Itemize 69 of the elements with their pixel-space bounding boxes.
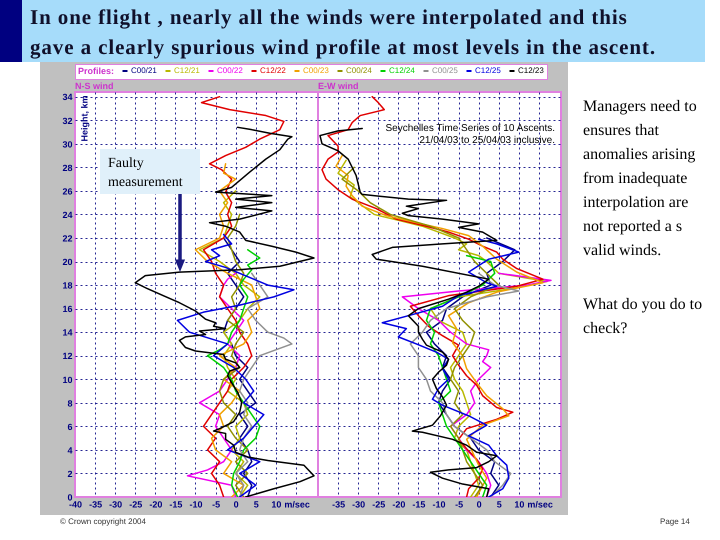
line-series <box>176 234 295 497</box>
y-tick-label: 12 <box>62 351 72 362</box>
x-tick-label: 0 <box>234 500 239 510</box>
x-tick-label: 0 <box>476 500 482 510</box>
x-tick-label: 5 <box>254 500 259 510</box>
legend-label: C12/25 <box>475 66 502 75</box>
line-series <box>200 96 285 497</box>
line-series <box>218 214 248 497</box>
y-tick-label: 14 <box>62 328 72 338</box>
legend-label: C00/25 <box>432 66 458 75</box>
legend-label: C12/24 <box>389 66 416 75</box>
x-tick-label: -15 <box>169 500 182 510</box>
x-tick-label: -5 <box>212 500 220 510</box>
y-tick-label: 4 <box>67 445 72 456</box>
y-tick-label: 20 <box>62 257 72 268</box>
y-tick-label: 10 <box>62 374 72 385</box>
y-tick-label: 6 <box>67 422 72 432</box>
x-tick-label: 10 <box>271 500 282 510</box>
annotation: Faulty measurement <box>108 156 183 190</box>
y-tick-label: 0 <box>67 492 72 502</box>
line-series <box>186 272 244 497</box>
legend-label: C12/21 <box>174 66 200 75</box>
y-tick-label: 16 <box>62 304 72 314</box>
legend-label: C00/22 <box>217 66 244 75</box>
y-tick-label: 24 <box>62 210 72 220</box>
x-axis-title: m/sec <box>527 500 553 510</box>
y-tick-label: 22 <box>62 233 72 244</box>
x-tick-label: -40 <box>68 500 82 510</box>
x-tick-label: -20 <box>392 500 406 510</box>
text: © Crown copyright 2004 <box>60 517 146 526</box>
y-tick-label: 8 <box>67 398 72 408</box>
x-tick-label: -25 <box>372 500 386 510</box>
annotation: 21/04/03 to 25/04/03 inclusive. <box>419 135 555 146</box>
x-tick-label: -5 <box>455 500 464 510</box>
x-tick-label: -35 <box>89 500 102 510</box>
y-tick-label: 34 <box>62 92 72 102</box>
legend-label: C12/23 <box>518 66 544 75</box>
x-axis-title: m/sec <box>284 500 310 510</box>
legend-label: C00/23 <box>303 66 330 75</box>
x-tick-label: -35 <box>332 500 346 510</box>
y-tick-label: 26 <box>62 186 72 196</box>
annotation: Seychelles Time Series of 10 Ascents. <box>385 123 555 134</box>
x-tick-label: -20 <box>149 500 162 510</box>
x-tick-label: -25 <box>129 500 142 510</box>
y-tick-label: 2 <box>67 468 72 479</box>
y-tick-label: 28 <box>62 162 72 173</box>
y-axis-title: Height, km <box>80 96 90 142</box>
legend-title: Profiles: <box>78 66 114 76</box>
y-tick-label: 18 <box>62 280 72 291</box>
x-tick-label: -30 <box>109 500 122 510</box>
text: In one flight , nearly all the winds were interpolated and this gave a clearly spurious wind profile at most levels in the ascent. <box>0 0 705 62</box>
x-tick-label: 5 <box>496 500 502 510</box>
y-tick-label: 32 <box>62 116 72 126</box>
x-tick-label: -10 <box>189 500 203 510</box>
text: Page 14 <box>660 517 690 526</box>
x-tick-label: -10 <box>432 500 446 510</box>
text: Managers need to ensures that anomalies arising from inadequate interpolation are not reported a s valid winds. <box>583 97 698 261</box>
legend-label: C00/21 <box>131 66 158 75</box>
x-tick-label: -15 <box>412 500 426 510</box>
y-tick-label: 30 <box>62 139 72 150</box>
legend-label: C12/22 <box>260 66 286 75</box>
line-series <box>206 249 261 497</box>
chart-title: E-W wind <box>318 81 358 91</box>
x-tick-label: 10 <box>514 500 524 510</box>
chart-title: N-S wind <box>75 81 114 91</box>
x-tick-label: -30 <box>352 500 366 510</box>
text: What do you do to check? <box>583 295 704 339</box>
legend-label: C00/24 <box>346 66 372 75</box>
line-series <box>234 272 293 497</box>
